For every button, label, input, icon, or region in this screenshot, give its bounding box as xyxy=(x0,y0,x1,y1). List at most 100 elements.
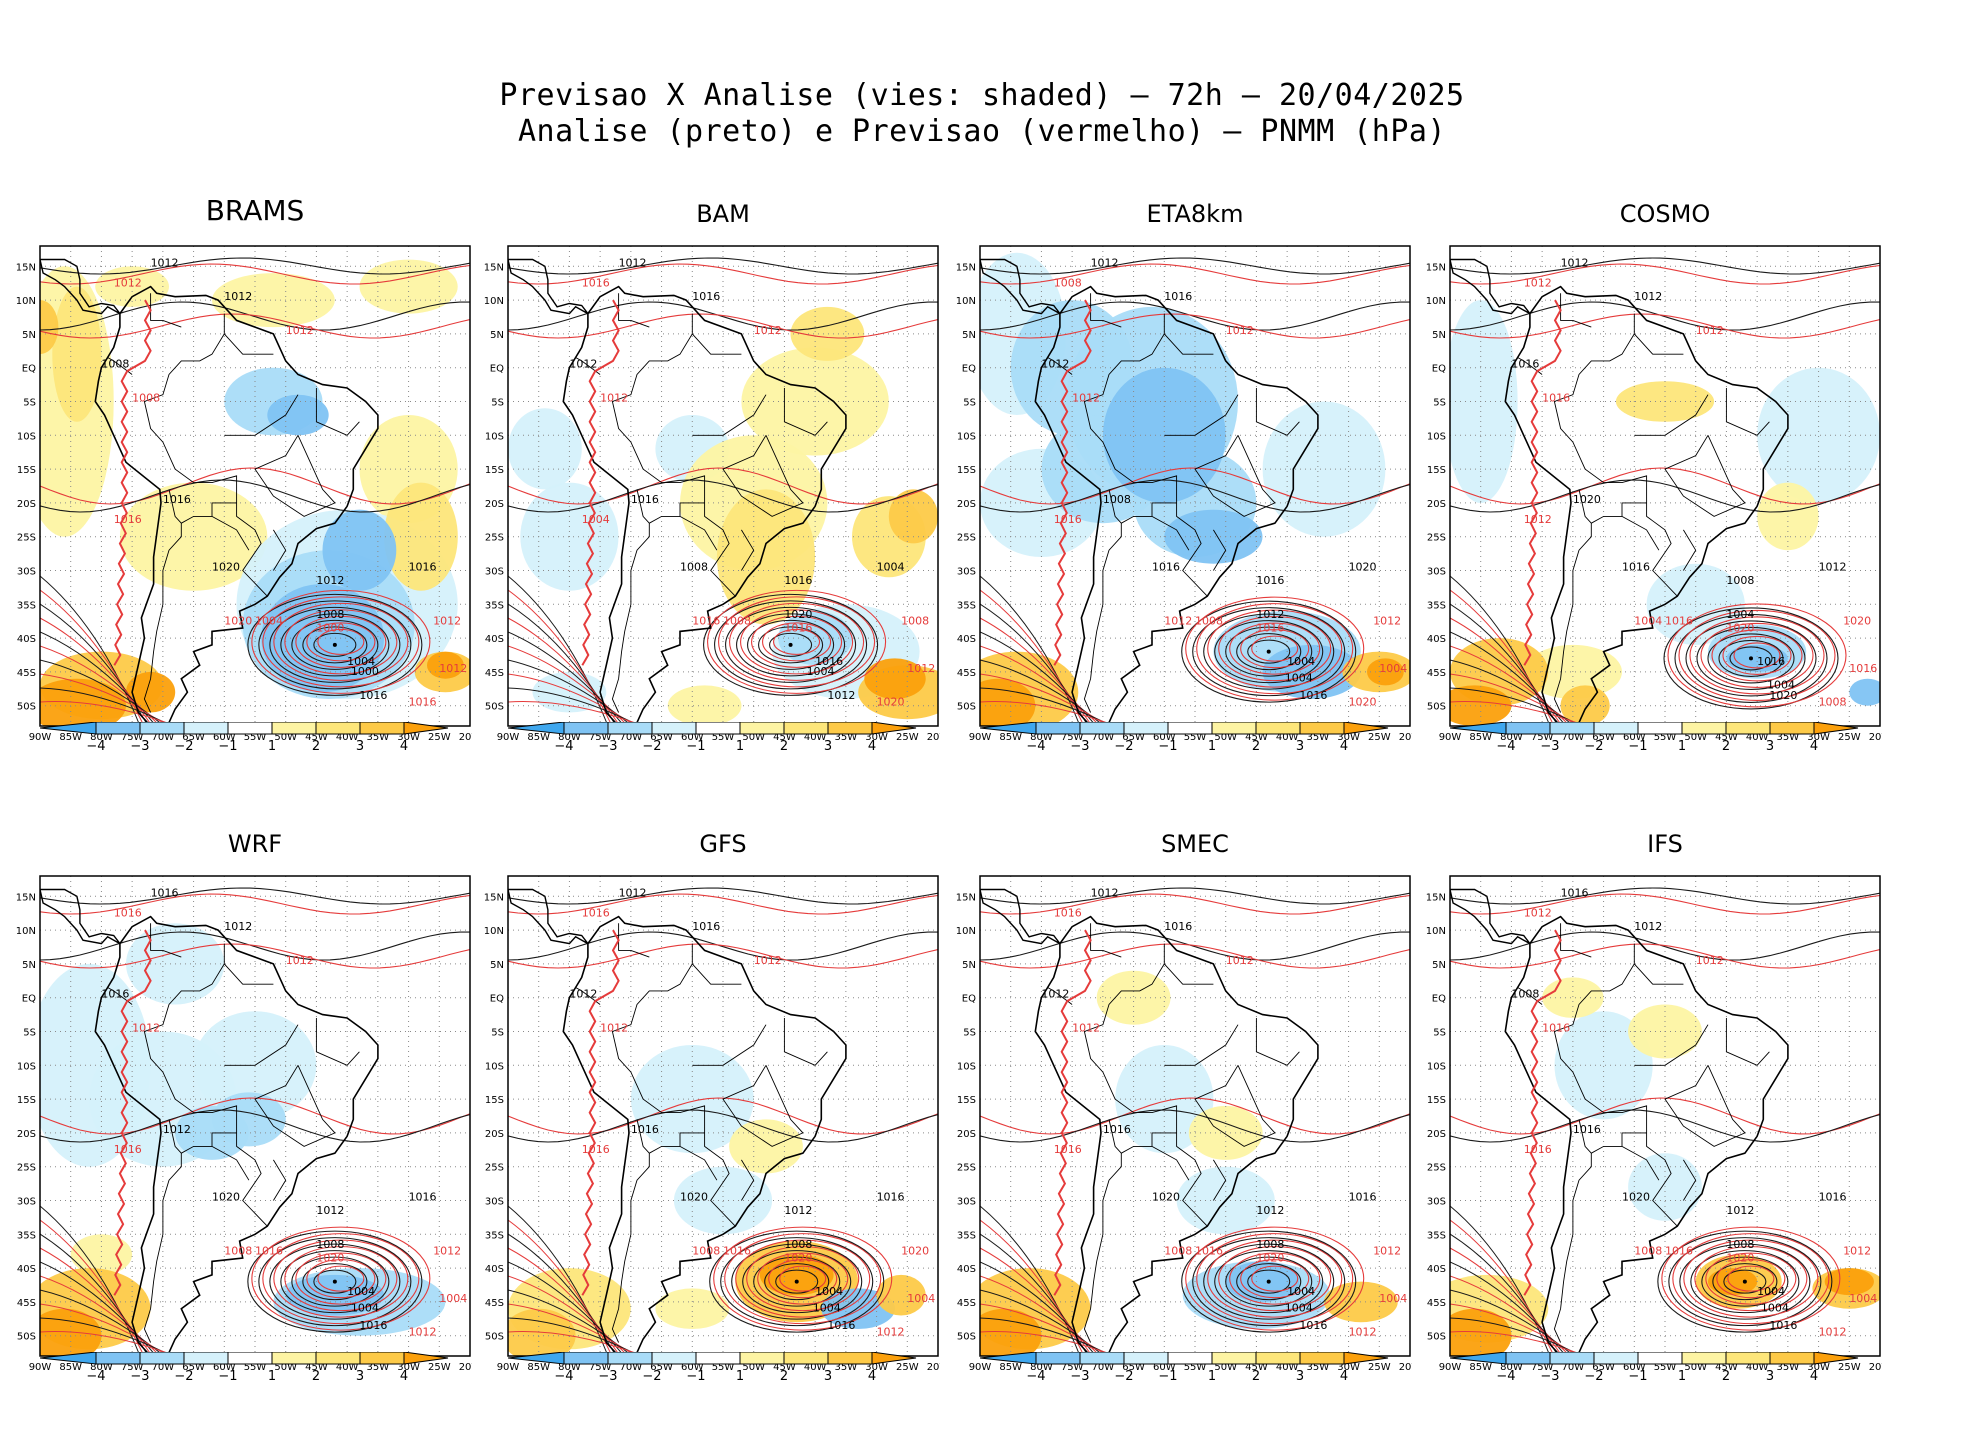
colorbar-label: 1 xyxy=(1678,1369,1686,1384)
forecast-contour-label: 1004 xyxy=(1634,615,1662,628)
analysis-contour-label: 1020 xyxy=(1573,493,1601,506)
country-border xyxy=(691,313,742,355)
colorbar-label: −4 xyxy=(554,1369,573,1384)
analysis-isobar xyxy=(280,1250,390,1314)
forecast-contour-label: 1012 xyxy=(754,324,782,337)
lon-tick-label: 20W xyxy=(1399,1362,1412,1373)
analysis-isobar xyxy=(1718,639,1784,677)
bias-shading-pos3 xyxy=(876,1274,926,1316)
forecast-contour-label: 1008 xyxy=(224,1245,252,1258)
analysis-contour-label: 1016 xyxy=(692,290,720,303)
lon-tick-label: 25W xyxy=(896,732,919,743)
colorbar-label: 1 xyxy=(1678,739,1686,754)
analysis-isobar xyxy=(291,1256,379,1307)
analysis-contour-label: 1016 xyxy=(1103,1123,1131,1136)
colorbar-label: −4 xyxy=(86,739,105,754)
analysis-contour-label: 1012 xyxy=(619,256,647,269)
country-border xyxy=(691,943,742,985)
colorbar-segment xyxy=(359,1352,405,1365)
country-border xyxy=(1634,394,1709,436)
lat-tick-label: 20S xyxy=(957,1129,976,1140)
lat-tick-label: EQ xyxy=(22,994,36,1005)
country-border xyxy=(1621,502,1660,551)
analysis-contour-label: 1012 xyxy=(784,1204,812,1217)
country-border xyxy=(1083,963,1208,1227)
colorbar-label: −1 xyxy=(218,1369,237,1384)
lat-tick-label: 35S xyxy=(957,600,976,611)
colorbar-segment xyxy=(1637,1352,1683,1365)
lat-tick-label: 40S xyxy=(957,634,976,645)
forecast-isobar xyxy=(980,1219,1085,1356)
lon-tick-label: 25W xyxy=(1838,1362,1861,1373)
analysis-contour-label: 1008 xyxy=(101,358,129,371)
forecast-isobar xyxy=(262,596,420,688)
figure-title-line-2: Analise (preto) e Previsao (vermelho) — … xyxy=(517,114,1447,149)
analysis-contour-label: 1012 xyxy=(1091,256,1119,269)
forecast-isobar xyxy=(1700,622,1814,688)
lon-tick-label: 60W xyxy=(213,732,236,743)
forecast-isobar xyxy=(508,893,938,915)
colorbar-segment xyxy=(1450,722,1507,735)
forecast-contour-label: 1012 xyxy=(1819,1326,1847,1339)
analysis-isobar xyxy=(769,632,813,657)
lon-tick-label: 75W xyxy=(121,732,144,743)
country-border xyxy=(1194,1065,1276,1147)
lon-tick-label: 75W xyxy=(1531,1362,1554,1373)
lon-tick-label: 80W xyxy=(1500,1362,1523,1373)
colorbar-segment xyxy=(1813,1352,1859,1365)
lat-tick-label: 25S xyxy=(485,533,504,544)
country-border xyxy=(273,529,287,571)
forecast-contour-label: 1012 xyxy=(1696,324,1724,337)
country-border xyxy=(223,943,274,985)
south-america-coastline xyxy=(1504,285,1789,726)
lat-tick-label: 30S xyxy=(485,1197,504,1208)
analysis-isobar xyxy=(736,613,846,677)
country-border xyxy=(1553,333,1678,597)
colorbar-segment xyxy=(1549,1352,1595,1365)
country-border xyxy=(611,333,736,597)
lon-tick-label: 25W xyxy=(896,1362,919,1373)
lon-tick-label: 85W xyxy=(999,732,1022,743)
forecast-isobar xyxy=(1450,1219,1555,1356)
lon-tick-label: 40W xyxy=(804,732,827,743)
forecast-contour-label: 1012 xyxy=(1349,1326,1377,1339)
analysis-isobar xyxy=(709,1230,885,1333)
analysis-isobar xyxy=(508,301,938,331)
colorbar-label: 2 xyxy=(312,739,320,754)
analysis-contour-label: 1020 xyxy=(212,1191,240,1204)
map-panel-brams: BRAMS 1000 1012 1012 1008 1016 1020 1016 1012 100… xyxy=(0,194,472,800)
colorbar-segment xyxy=(871,722,917,735)
analysis-contour-label: 1016 xyxy=(409,561,437,574)
colorbar-label: 3 xyxy=(356,739,364,754)
lon-tick-label: 65W xyxy=(182,1362,205,1373)
colorbar-segment xyxy=(607,1352,653,1365)
forecast-isobar xyxy=(295,615,387,668)
map-panel-smec: SMEC 1004 1012 1016 1012 1016 1020 1016 1012 1008… xyxy=(940,830,1412,1430)
forecast-contour-label: 1012 xyxy=(132,1021,160,1034)
forecast-isobar xyxy=(980,1331,1117,1356)
forecast-contour-label: 1016 xyxy=(692,615,720,628)
colorbar-segment xyxy=(651,1352,697,1365)
analysis-isobar xyxy=(258,600,412,690)
lon-tick-label: 45W xyxy=(305,1362,328,1373)
forecast-isobar xyxy=(1450,589,1555,726)
lon-tick-label: 90W xyxy=(497,732,520,743)
analysis-contour-label: 1016 xyxy=(1769,1319,1797,1332)
analysis-isobar xyxy=(1192,607,1346,697)
forecast-isobar xyxy=(40,701,177,726)
lon-tick-label: 50W xyxy=(1214,732,1237,743)
lat-tick-label: 5N xyxy=(22,330,36,341)
analysis-isobar xyxy=(1712,1263,1778,1301)
forecast-contour-label: 1016 xyxy=(1054,907,1082,920)
analysis-isobar xyxy=(1236,1263,1302,1301)
colorbar-label: −2 xyxy=(1584,739,1603,754)
lon-tick-label: 40W xyxy=(336,732,359,743)
colorbar-segment xyxy=(183,1352,229,1365)
colorbar-label: −1 xyxy=(1158,1369,1177,1384)
colorbar-label: −3 xyxy=(1070,1369,1089,1384)
forecast-isobar xyxy=(508,467,938,505)
forecast-isobar xyxy=(508,701,645,726)
forecast-contour-label: 1016 xyxy=(114,513,142,526)
forecast-isobar xyxy=(284,1246,398,1312)
